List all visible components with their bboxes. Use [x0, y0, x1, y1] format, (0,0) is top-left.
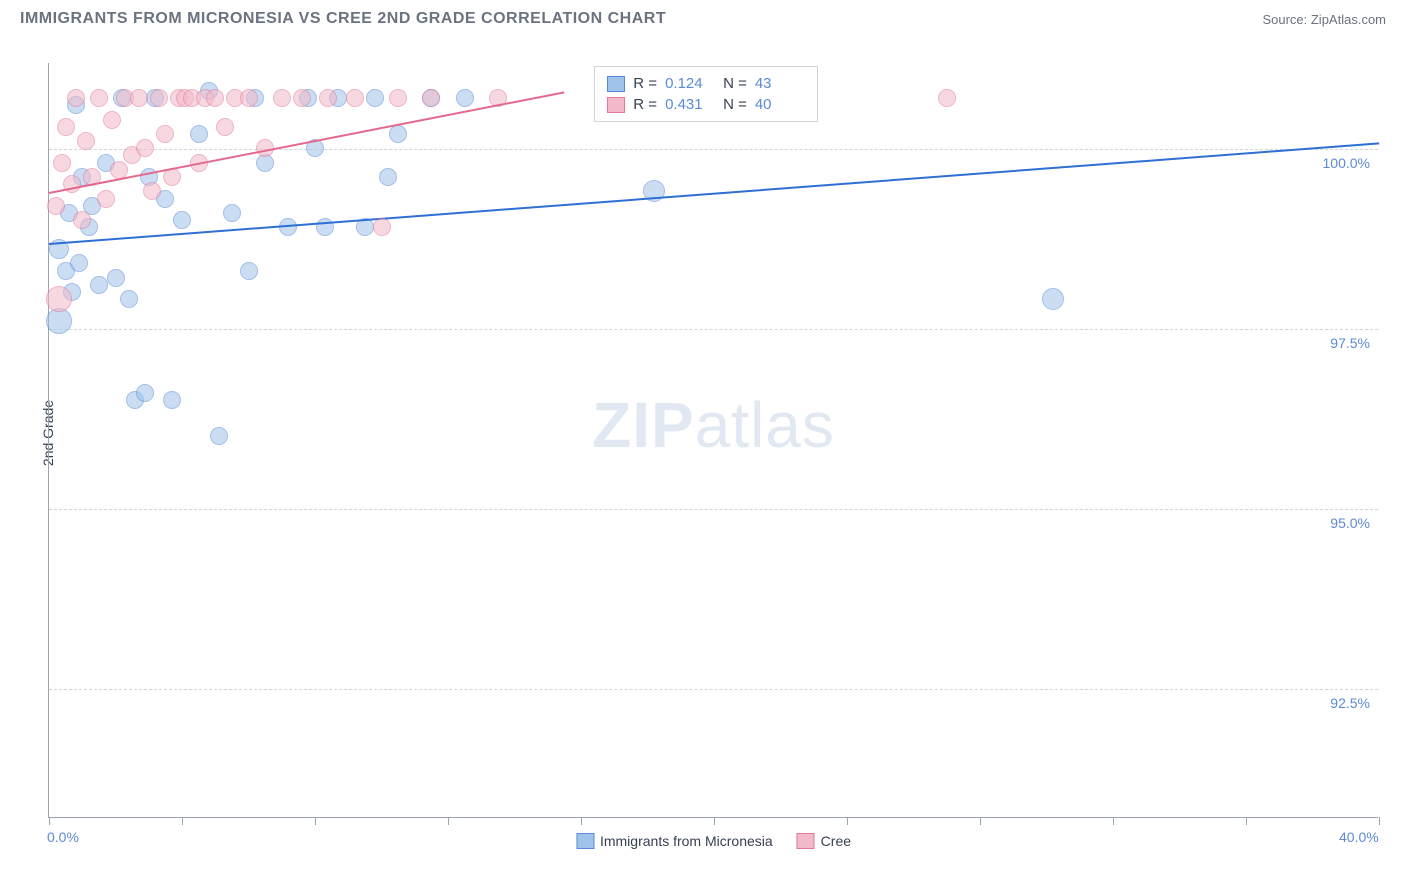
- y-tick-label: 97.5%: [1330, 335, 1370, 351]
- scatter-point: [97, 190, 115, 208]
- scatter-point: [456, 89, 474, 107]
- scatter-point: [90, 89, 108, 107]
- scatter-point: [206, 89, 224, 107]
- scatter-point: [240, 89, 258, 107]
- scatter-point: [366, 89, 384, 107]
- scatter-point: [150, 89, 168, 107]
- scatter-point: [107, 269, 125, 287]
- scatter-point: [210, 427, 228, 445]
- scatter-point: [279, 218, 297, 236]
- scatter-point: [240, 262, 258, 280]
- scatter-point: [136, 139, 154, 157]
- x-tick: [448, 817, 449, 825]
- scatter-point: [103, 111, 121, 129]
- scatter-point: [389, 125, 407, 143]
- stat-label-r: R =: [633, 75, 657, 92]
- scatter-point: [70, 254, 88, 272]
- gridline-h: [49, 509, 1378, 510]
- chart-header: IMMIGRANTS FROM MICRONESIA VS CREE 2ND G…: [0, 0, 1406, 34]
- scatter-point: [346, 89, 364, 107]
- scatter-point: [47, 197, 65, 215]
- stats-row: R = 0.124 N = 43: [607, 73, 805, 94]
- scatter-point: [136, 384, 154, 402]
- stat-value-r: 0.431: [665, 96, 715, 113]
- stats-box: R = 0.124 N = 43 R = 0.431 N = 40: [594, 66, 818, 122]
- scatter-point: [373, 218, 391, 236]
- scatter-point: [190, 125, 208, 143]
- x-tick: [581, 817, 582, 825]
- chart-title: IMMIGRANTS FROM MICRONESIA VS CREE 2ND G…: [20, 10, 666, 28]
- legend-item: Cree: [797, 833, 851, 849]
- x-tick: [980, 817, 981, 825]
- x-tick: [1379, 817, 1380, 825]
- scatter-point: [120, 290, 138, 308]
- scatter-point: [379, 168, 397, 186]
- scatter-point: [273, 89, 291, 107]
- scatter-point: [216, 118, 234, 136]
- y-tick-label: 95.0%: [1330, 515, 1370, 531]
- plot-area: ZIPatlas 92.5%95.0%97.5%100.0%0.0%40.0%R…: [48, 63, 1378, 818]
- watermark: ZIPatlas: [592, 388, 835, 462]
- legend-swatch: [797, 833, 815, 849]
- legend-swatch: [607, 97, 625, 113]
- stat-value-r: 0.124: [665, 75, 715, 92]
- scatter-point: [293, 89, 311, 107]
- trend-line: [49, 142, 1379, 245]
- x-tick: [182, 817, 183, 825]
- legend-label: Immigrants from Micronesia: [600, 833, 773, 849]
- gridline-h: [49, 329, 1378, 330]
- x-tick: [1246, 817, 1247, 825]
- x-tick: [1113, 817, 1114, 825]
- legend-swatch: [607, 76, 625, 92]
- scatter-point: [53, 154, 71, 172]
- scatter-point: [73, 211, 91, 229]
- stat-label-r: R =: [633, 96, 657, 113]
- bottom-legend: Immigrants from Micronesia Cree: [576, 833, 851, 849]
- trend-line: [49, 92, 565, 195]
- scatter-point: [163, 391, 181, 409]
- stat-label-n: N =: [723, 96, 747, 113]
- x-tick: [49, 817, 50, 825]
- legend-label: Cree: [821, 833, 851, 849]
- gridline-h: [49, 149, 1378, 150]
- chart-source: Source: ZipAtlas.com: [1262, 12, 1386, 27]
- scatter-point: [90, 276, 108, 294]
- y-tick-label: 100.0%: [1323, 155, 1370, 171]
- scatter-point: [173, 211, 191, 229]
- scatter-point: [57, 118, 75, 136]
- scatter-point: [319, 89, 337, 107]
- x-tick-label: 0.0%: [47, 829, 79, 845]
- scatter-point: [46, 286, 72, 312]
- scatter-point: [130, 89, 148, 107]
- legend-item: Immigrants from Micronesia: [576, 833, 773, 849]
- scatter-point: [67, 89, 85, 107]
- x-tick: [714, 817, 715, 825]
- gridline-h: [49, 689, 1378, 690]
- stats-row: R = 0.431 N = 40: [607, 94, 805, 115]
- stat-value-n: 43: [755, 75, 805, 92]
- stat-value-n: 40: [755, 96, 805, 113]
- legend-swatch: [576, 833, 594, 849]
- scatter-point: [156, 125, 174, 143]
- scatter-point: [77, 132, 95, 150]
- scatter-point: [223, 204, 241, 222]
- x-tick: [315, 817, 316, 825]
- chart-container: 2nd Grade ZIPatlas 92.5%95.0%97.5%100.0%…: [20, 45, 1390, 845]
- x-tick: [847, 817, 848, 825]
- scatter-point: [143, 182, 161, 200]
- y-tick-label: 92.5%: [1330, 695, 1370, 711]
- scatter-point: [389, 89, 407, 107]
- x-tick-label: 40.0%: [1339, 829, 1379, 845]
- scatter-point: [938, 89, 956, 107]
- stat-label-n: N =: [723, 75, 747, 92]
- scatter-point: [1042, 288, 1064, 310]
- scatter-point: [422, 89, 440, 107]
